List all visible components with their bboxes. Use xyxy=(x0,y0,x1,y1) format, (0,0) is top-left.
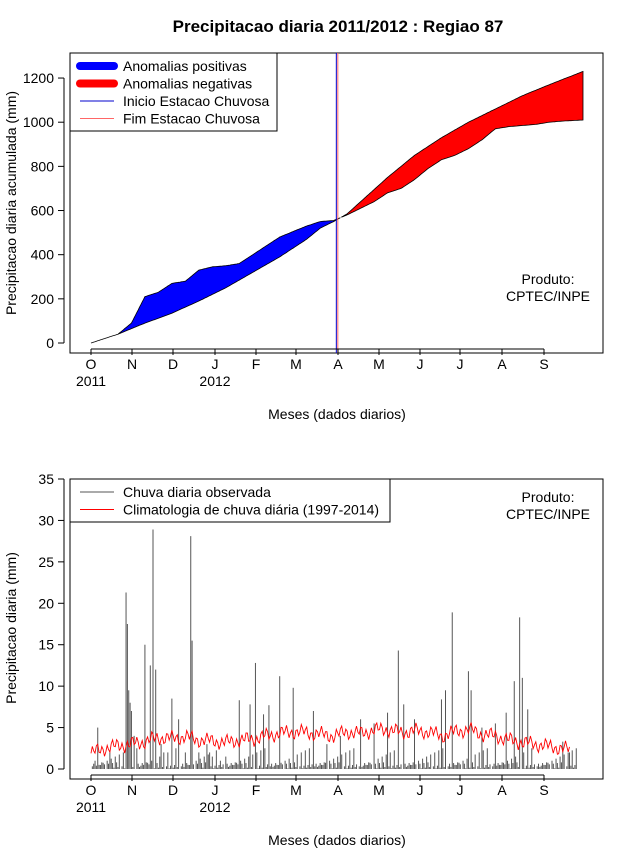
top-x-tick-label: M xyxy=(373,356,385,372)
bottom-x-tick-label: S xyxy=(539,782,548,798)
top-x-tick-label: D xyxy=(168,356,178,372)
x-axis-top: O N D J F M A M J J A S 2011 2012 xyxy=(76,348,549,389)
daily-bars xyxy=(91,529,577,769)
top-x-tick-label: J xyxy=(212,356,219,372)
cumulative-panel: 0 200 400 600 800 1000 1200 O N D J F M A M J J A S 2011 20… xyxy=(3,52,604,422)
x-axis-label-top: Meses (dados diarios) xyxy=(268,406,406,422)
bottom-y-tick-label: 0 xyxy=(46,761,54,777)
legend-top-label: Anomalias positivas xyxy=(123,58,247,74)
bottom-x-tick-label: J xyxy=(417,782,424,798)
producer-label-top: Produto: xyxy=(522,271,575,287)
anomaly-areas xyxy=(90,70,584,344)
bottom-y-tick-label: 20 xyxy=(38,595,54,611)
legend-top: Anomalias positivas Anomalias negativasIn… xyxy=(69,52,278,132)
bottom-x-tick-label: A xyxy=(333,782,343,798)
bottom-x-tick-label: M xyxy=(373,782,385,798)
y-axis-bottom: 0 5 10 15 20 25 30 35 xyxy=(38,471,65,777)
top-x-tick-label: J xyxy=(417,356,424,372)
legend-top-label: Fim Estacao Chuvosa xyxy=(123,111,260,127)
bottom-year-label: 2011 xyxy=(76,799,106,815)
bottom-y-tick-label: 10 xyxy=(38,678,54,694)
bottom-y-tick-label: 35 xyxy=(38,471,54,487)
top-x-tick-label: J xyxy=(457,356,464,372)
top-y-tick-label: 1200 xyxy=(23,70,54,86)
bottom-x-tick-label: M xyxy=(290,782,302,798)
bottom-x-tick-label: F xyxy=(252,782,261,798)
legend-top-label: Anomalias negativas xyxy=(123,76,252,92)
legend-top-label: Inicio Estacao Chuvosa xyxy=(123,93,270,109)
top-year-label: 2012 xyxy=(199,373,230,389)
x-axis-label-bottom: Meses (dados diarios) xyxy=(268,832,406,848)
legend-bottom-label: Climatologia de chuva diária (1997-2014) xyxy=(123,502,379,518)
top-y-tick-label: 200 xyxy=(31,291,55,307)
top-y-tick-label: 800 xyxy=(31,158,55,174)
top-x-tick-label: A xyxy=(333,356,343,372)
top-x-tick-label: A xyxy=(497,356,507,372)
negative-anomaly-area xyxy=(341,70,584,218)
top-x-tick-label: O xyxy=(86,356,97,372)
x-axis-bottom: O N D J F M A M J J A S 2011 2012 xyxy=(76,774,549,815)
legend-bottom: Chuva diaria observada Climatologia de ch… xyxy=(69,478,391,523)
top-y-tick-label: 400 xyxy=(31,247,55,263)
bottom-y-tick-label: 25 xyxy=(38,554,54,570)
bottom-x-tick-label: D xyxy=(168,782,178,798)
chart-title: Precipitacao diaria 2011/2012 : Regiao 8… xyxy=(173,17,504,36)
bottom-x-tick-label: J xyxy=(457,782,464,798)
bottom-y-tick-label: 5 xyxy=(46,720,54,736)
y-axis-top: 0 200 400 600 800 1000 1200 xyxy=(23,70,65,351)
top-x-tick-label: F xyxy=(252,356,261,372)
legend-bottom-label: Chuva diaria observada xyxy=(123,484,271,500)
top-y-tick-label: 600 xyxy=(31,203,55,219)
producer-name-bottom: CPTEC/INPE xyxy=(506,506,590,522)
positive-anomaly-area xyxy=(90,217,341,344)
top-year-label: 2011 xyxy=(76,373,106,389)
legend-bottom-box xyxy=(69,478,391,523)
y-axis-label-top: Precipitacao diaria acumulada (mm) xyxy=(3,91,19,315)
season-lines xyxy=(335,53,339,353)
producer-name-top: CPTEC/INPE xyxy=(506,288,590,304)
y-axis-label-bottom: Precipitacao diaria (mm) xyxy=(3,552,19,704)
bottom-x-tick-label: J xyxy=(212,782,219,798)
top-y-tick-label: 0 xyxy=(46,335,54,351)
bottom-y-tick-label: 30 xyxy=(38,512,54,528)
climatology-line xyxy=(90,721,570,757)
producer-label-bottom: Produto: xyxy=(522,489,575,505)
bottom-year-label: 2012 xyxy=(199,799,230,815)
bottom-x-tick-label: O xyxy=(86,782,97,798)
climatology-series xyxy=(90,721,570,757)
bottom-x-tick-label: A xyxy=(497,782,507,798)
top-y-tick-label: 1000 xyxy=(23,114,54,130)
bottom-y-tick-label: 15 xyxy=(38,637,54,653)
top-x-tick-label: S xyxy=(539,356,548,372)
top-x-tick-label: N xyxy=(127,356,137,372)
daily-panel: 0 5 10 15 20 25 30 35 O N D J F M A M J J A S 2011 2012 Prec… xyxy=(3,471,604,848)
top-x-tick-label: M xyxy=(290,356,302,372)
bottom-x-tick-label: N xyxy=(127,782,137,798)
